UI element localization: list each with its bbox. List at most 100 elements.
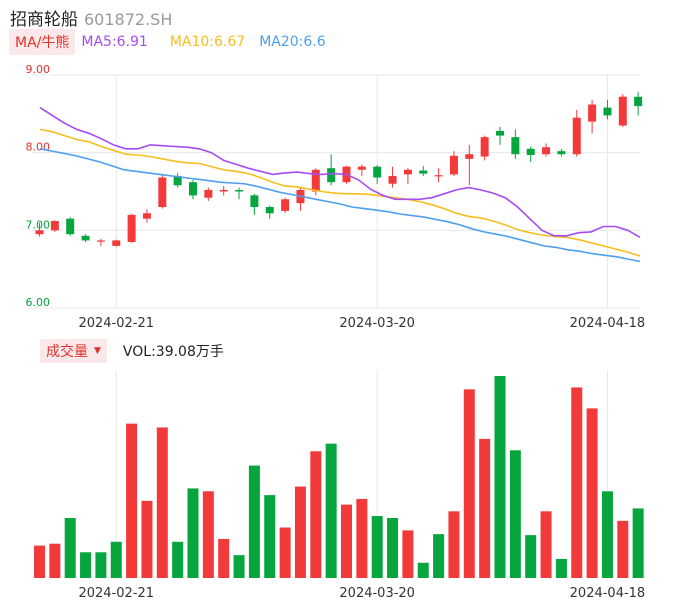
ma-indicator-button[interactable]: MA/牛熊 <box>9 29 76 55</box>
candle-body <box>388 175 397 184</box>
candle-body <box>496 130 504 136</box>
ma-legend: MA/牛熊 MA5:6.91 MA10:6.67 MA20:6.6 <box>9 29 326 55</box>
caret-down-icon: ▼ <box>94 346 101 356</box>
candle-body <box>35 230 44 235</box>
stock-title: 招商轮船 601872.SH <box>10 5 172 30</box>
volume-date-label: 2024-02-21 <box>78 586 154 601</box>
ma10-line <box>39 128 641 257</box>
candle-body <box>173 175 182 186</box>
volume-legend: 成交量 ▼ VOL:39.08万手 <box>40 339 224 363</box>
ma20-label: MA20:6.6 <box>259 34 326 50</box>
candle-body <box>588 104 597 122</box>
candle-body <box>572 117 581 155</box>
volume-bar <box>494 376 506 578</box>
price-tick-label: 7.00 <box>26 218 51 231</box>
volume-bar <box>555 558 567 578</box>
ma5-label: MA5:6.91 <box>81 34 148 50</box>
candle-body <box>50 221 59 231</box>
candle-body <box>634 96 643 107</box>
ma10-label: MA10:6.67 <box>169 34 246 50</box>
candle-body <box>557 151 566 155</box>
volume-bar <box>264 495 276 578</box>
candle-body <box>158 177 167 208</box>
volume-bar <box>126 423 138 578</box>
stock-code: 601872.SH <box>84 10 173 29</box>
volume-bar <box>525 535 537 578</box>
volume-bar <box>233 555 245 578</box>
candle-body <box>265 207 274 214</box>
volume-value: VOL:39.08万手 <box>122 344 224 360</box>
candle-body <box>112 240 121 246</box>
volume-indicator-label: 成交量 <box>46 344 88 360</box>
price-tick-label: 8.00 <box>26 141 51 154</box>
candle-body <box>327 168 336 183</box>
volume-bar <box>417 562 429 578</box>
candle-body <box>434 175 443 177</box>
volume-bar <box>632 508 644 578</box>
candle-body <box>603 107 612 116</box>
candle-body <box>465 154 474 159</box>
volume-date-label: 2024-03-20 <box>339 586 415 601</box>
candle-body <box>618 96 627 126</box>
volume-bar <box>141 500 153 578</box>
candle-body <box>250 195 259 208</box>
stock-name: 招商轮船 <box>10 10 78 30</box>
candle-body <box>480 137 489 157</box>
volume-bar <box>586 408 598 578</box>
volume-bar <box>279 527 291 578</box>
ma5-line <box>39 106 641 238</box>
volume-bar <box>356 498 368 578</box>
volume-bar <box>310 451 322 578</box>
volume-bar <box>479 438 491 578</box>
candle-body <box>403 169 412 175</box>
volume-bar <box>156 427 168 578</box>
volume-bar <box>248 465 260 578</box>
volume-bar <box>34 545 45 578</box>
candle-body <box>311 169 320 192</box>
candle-body <box>204 189 213 198</box>
candle-body <box>127 214 136 242</box>
volume-bar <box>95 552 107 578</box>
volume-bar <box>80 552 92 578</box>
candle-body <box>526 148 535 155</box>
candle-body <box>219 189 228 192</box>
candle-body <box>66 218 75 235</box>
price-tick-label: 9.00 <box>26 63 51 76</box>
volume-bar <box>64 517 76 578</box>
volume-bar <box>601 491 613 578</box>
candle-body <box>189 182 197 196</box>
volume-bar <box>110 541 122 578</box>
volume-bar <box>218 538 230 578</box>
volume-bar <box>341 504 352 578</box>
candle-body <box>81 235 90 241</box>
candle-body <box>357 166 366 170</box>
candle-body <box>449 155 458 175</box>
price-date-label: 2024-02-21 <box>78 316 154 331</box>
candle-body <box>235 189 244 192</box>
volume-bar <box>187 488 199 578</box>
volume-bar <box>433 534 445 578</box>
candle-body <box>511 137 520 155</box>
volume-bar <box>617 520 629 578</box>
volume-bar <box>371 516 383 578</box>
volume-bar <box>49 543 61 578</box>
candle-body <box>96 240 105 242</box>
volume-bar <box>463 389 475 578</box>
volume-bar <box>540 511 552 578</box>
candle-body <box>142 213 151 219</box>
volume-bar <box>387 517 399 578</box>
candle-body <box>281 199 290 211</box>
volume-bar <box>294 486 306 578</box>
price-date-label: 2024-04-18 <box>570 316 646 331</box>
volume-bar <box>325 443 337 578</box>
candle-body <box>419 170 428 174</box>
volume-bar <box>172 541 184 578</box>
candle-body <box>373 166 382 178</box>
volume-bar <box>202 491 214 578</box>
volume-bar <box>509 450 521 578</box>
volume-indicator-dropdown[interactable]: 成交量 ▼ <box>40 339 107 363</box>
candle-body <box>542 147 551 155</box>
volume-bar <box>402 530 414 578</box>
price-tick-label: 6.00 <box>26 296 51 309</box>
